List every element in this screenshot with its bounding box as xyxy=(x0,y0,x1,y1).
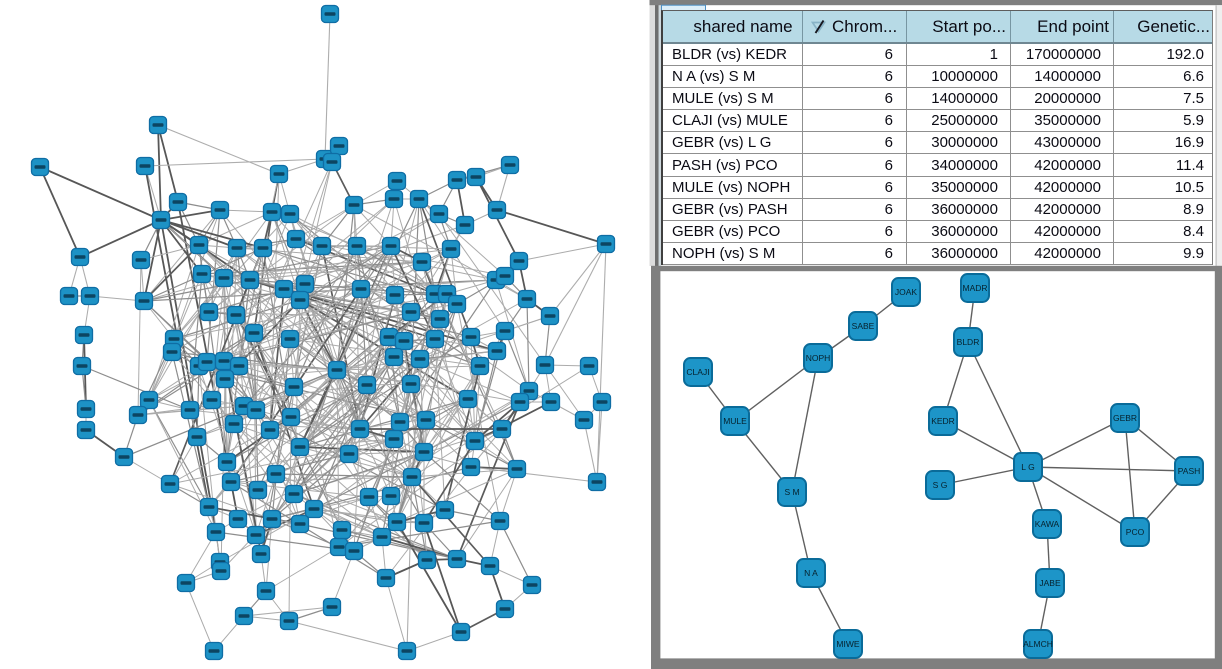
svg-text:ALMCH: ALMCH xyxy=(1023,639,1053,649)
svg-text:KEDR: KEDR xyxy=(931,416,955,426)
svg-text:MIWE: MIWE xyxy=(836,639,859,649)
svg-text:BLDR: BLDR xyxy=(957,337,980,347)
svg-text:CLAJI: CLAJI xyxy=(686,367,709,377)
svg-text:S M: S M xyxy=(784,487,799,497)
svg-text:NOPH: NOPH xyxy=(806,353,831,363)
svg-text:MADR: MADR xyxy=(962,283,987,293)
svg-text:JABE: JABE xyxy=(1039,578,1061,588)
svg-text:PCO: PCO xyxy=(1126,527,1145,537)
svg-text:GEBR: GEBR xyxy=(1113,413,1137,423)
svg-text:JOAK: JOAK xyxy=(895,287,918,297)
svg-text:S G: S G xyxy=(933,480,948,490)
svg-text:N A: N A xyxy=(804,568,818,578)
svg-text:KAWA: KAWA xyxy=(1035,519,1060,529)
svg-text:PASH: PASH xyxy=(1178,466,1201,476)
svg-text:SABE: SABE xyxy=(852,321,875,331)
svg-text:L G: L G xyxy=(1021,462,1034,472)
svg-text:MULE: MULE xyxy=(723,416,747,426)
